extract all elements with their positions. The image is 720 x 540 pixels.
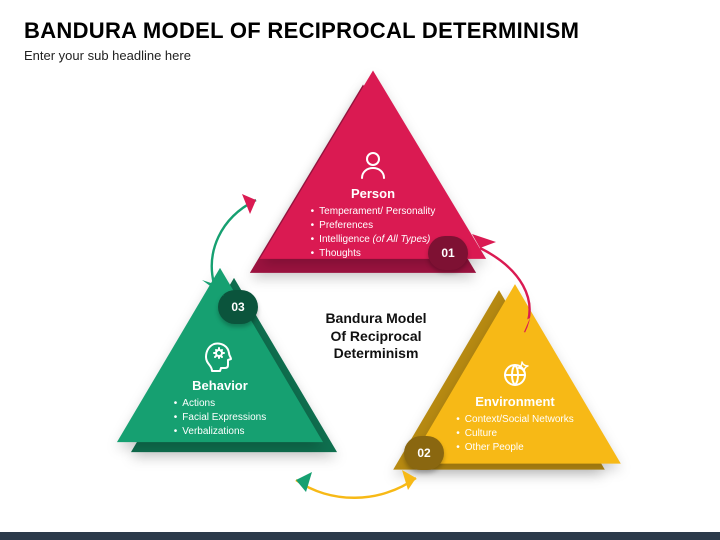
number-badge-behavior: 03 xyxy=(218,290,258,324)
node-list-behavior: ActionsFacial ExpressionsVerbalizations xyxy=(174,397,266,439)
bullet-item: Actions xyxy=(174,397,266,411)
node-title-environment: Environment xyxy=(435,394,595,409)
bullet-item: Preferences xyxy=(311,219,436,233)
diagram-stage: Person Temperament/ PersonalityPreferenc… xyxy=(0,0,720,540)
node-list-environment: Context/Social NetworksCultureOther Peop… xyxy=(456,413,573,455)
head-gear-icon xyxy=(202,338,238,374)
node-list-person: Temperament/ PersonalityPreferencesIntel… xyxy=(311,205,436,261)
person-icon xyxy=(356,148,390,182)
bullet-item: Temperament/ Personality xyxy=(311,205,436,219)
bullet-item: Intelligence (of All Types) xyxy=(311,233,436,247)
bullet-item: Context/Social Networks xyxy=(456,413,573,427)
bullet-item: Thoughts xyxy=(311,247,436,261)
number-badge-environment: 02 xyxy=(404,436,444,470)
node-title-behavior: Behavior xyxy=(140,378,300,393)
triangle-behavior: Behavior ActionsFacial ExpressionsVerbal… xyxy=(108,260,332,458)
bullet-item: Facial Expressions xyxy=(174,411,266,425)
bullet-item: Culture xyxy=(456,427,573,441)
bottom-bar xyxy=(0,532,720,540)
globe-icon xyxy=(498,356,532,390)
center-label: Bandura Model Of Reciprocal Determinism xyxy=(316,310,436,363)
bullet-item: Other People xyxy=(456,441,573,455)
number-badge-person: 01 xyxy=(428,236,468,270)
node-title-person: Person xyxy=(293,186,453,201)
bullet-item: Verbalizations xyxy=(174,425,266,439)
